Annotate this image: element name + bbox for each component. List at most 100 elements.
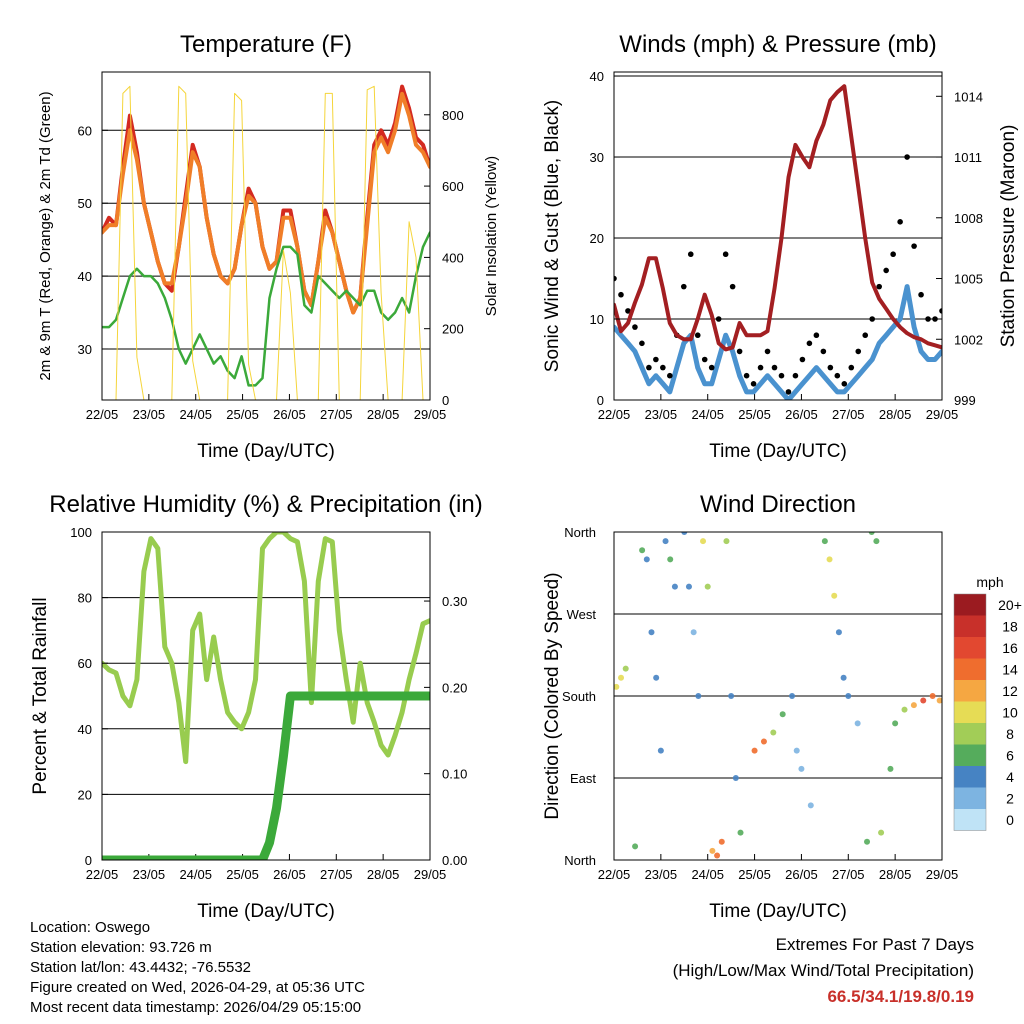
direction-point [873, 538, 880, 545]
direction-point [789, 693, 796, 699]
direction-point [887, 765, 894, 772]
x-tick-label: 26/05 [785, 867, 818, 882]
series-line-3 [102, 85, 430, 400]
y-tick-label: 30 [590, 150, 604, 165]
legend-label: 12 [1002, 683, 1018, 699]
legend-label: 18 [1002, 619, 1018, 635]
plot-layer [102, 532, 430, 860]
direction-point [662, 538, 669, 545]
chart-title: Wind Direction [700, 491, 856, 518]
gust-point [736, 348, 743, 355]
direction-point [751, 747, 758, 754]
direction-point [770, 729, 777, 736]
direction-point [910, 702, 917, 709]
gust-point [653, 356, 659, 363]
direction-point [681, 532, 688, 535]
direction-point [622, 665, 629, 672]
gust-point [625, 308, 631, 314]
legend-label: 8 [1006, 726, 1014, 742]
chart-title: Relative Humidity (%) & Precipitation (i… [49, 491, 482, 518]
latlon-text: Station lat/lon: 43.4432; -76.5532 [30, 959, 252, 976]
y2-tick-label: 0.00 [442, 853, 467, 868]
y2-tick-label: 999 [954, 393, 976, 408]
y2-tick-label: 0.20 [442, 680, 467, 695]
x-tick-label: 25/05 [226, 407, 259, 422]
direction-point [639, 547, 646, 554]
x-tick-label: 28/05 [879, 407, 912, 422]
plot-frame [101, 71, 431, 401]
x-tick-label: 29/05 [414, 407, 447, 422]
y-tick-label: 40 [78, 722, 92, 737]
gust-point [771, 364, 778, 371]
direction-point [929, 693, 936, 699]
y2-tick-label: 1011 [954, 150, 982, 165]
series-line-1 [102, 691, 430, 860]
gust-point [614, 275, 617, 282]
direction-point [826, 556, 833, 563]
gust-point [911, 243, 917, 249]
gust-point [925, 316, 931, 322]
direction-point [835, 629, 842, 636]
x-tick-label: 24/05 [179, 867, 212, 882]
y2-tick-label: 1002 [954, 332, 983, 347]
direction-point [901, 706, 908, 713]
legend-swatch [954, 615, 986, 637]
x-tick-label: 28/05 [367, 867, 400, 882]
direction-point [728, 693, 735, 699]
y2-tick-label: 1005 [954, 272, 983, 287]
legend-swatch [954, 744, 986, 766]
y2-axis-label: Solar Insolation (Yellow) [483, 156, 500, 316]
gust-point [813, 332, 820, 339]
direction-point [671, 583, 678, 590]
y-tick-label: South [562, 689, 596, 704]
x-tick-label: 24/05 [691, 407, 724, 422]
y-tick-label: 60 [78, 656, 92, 671]
direction-point [831, 592, 838, 599]
x-tick-label: 27/05 [832, 867, 865, 882]
direction-point [854, 720, 861, 727]
direction-point [779, 711, 786, 718]
plot-frame [613, 71, 943, 401]
direction-point [840, 674, 847, 681]
plot-layer [614, 532, 942, 859]
y-tick-label: 80 [78, 591, 92, 606]
gust-point [722, 251, 729, 258]
gust-point [715, 316, 722, 322]
x-tick-label: 26/05 [273, 867, 306, 882]
x-tick-label: 29/05 [414, 867, 447, 882]
extremes-panel: Extremes For Past 7 Days (High/Low/Max W… [673, 932, 974, 1010]
gust-point [876, 283, 882, 290]
direction-point [618, 674, 625, 681]
y-axis-label: Sonic Wind & Gust (Blue, Black) [542, 100, 563, 372]
direction-point [760, 738, 767, 745]
gust-point [792, 372, 799, 379]
gust-point [862, 332, 869, 339]
y-tick-label: 0 [85, 853, 92, 868]
direction-point [798, 765, 805, 772]
direction-point [700, 538, 707, 545]
direction-point [845, 693, 852, 699]
direction-point [685, 583, 692, 590]
direction-point [793, 747, 800, 754]
direction-point [864, 838, 871, 845]
x-tick-label: 27/05 [832, 407, 865, 422]
x-tick-label: 22/05 [86, 867, 119, 882]
y-tick-label: 40 [78, 269, 92, 284]
x-tick-label: 23/05 [645, 867, 678, 882]
legend-label: 4 [1006, 769, 1014, 785]
x-tick-label: 28/05 [367, 407, 400, 422]
legend-swatch [954, 809, 986, 831]
x-tick-label: 27/05 [320, 867, 353, 882]
gust-point [618, 291, 624, 298]
gust-point [750, 381, 757, 387]
x-tick-label: 23/05 [133, 407, 166, 422]
x-tick-label: 28/05 [879, 867, 912, 882]
gust-point [806, 340, 813, 347]
x-tick-label: 24/05 [691, 867, 724, 882]
x-tick-label: 27/05 [320, 407, 353, 422]
y-tick-label: 60 [78, 123, 92, 138]
direction-point [695, 693, 702, 699]
y-axis-label: Percent & Total Rainfall [30, 597, 51, 794]
legend-swatch [954, 701, 986, 723]
